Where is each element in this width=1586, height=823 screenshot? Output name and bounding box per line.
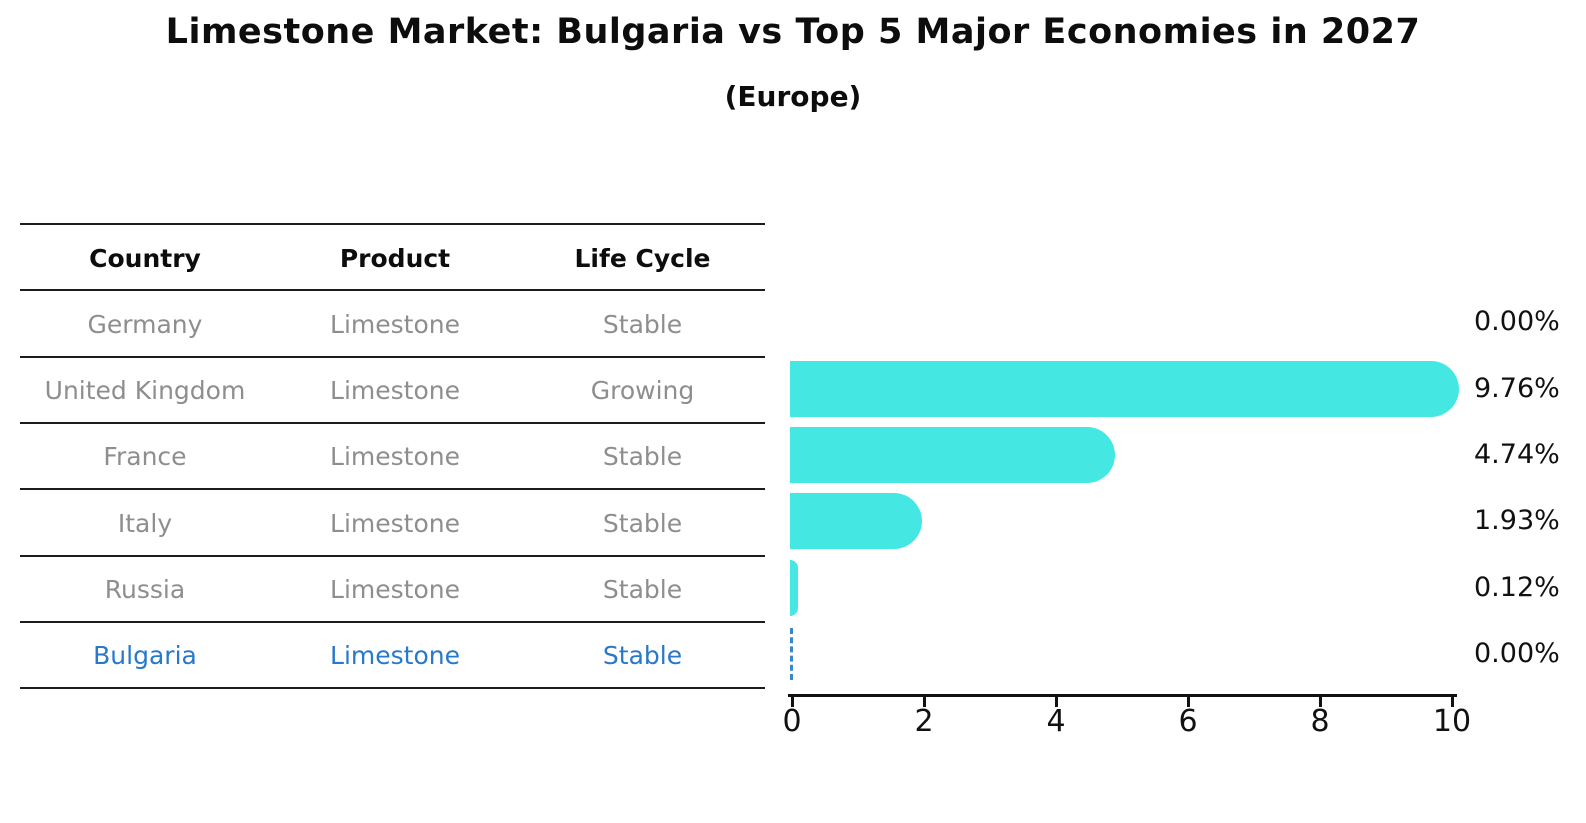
table-cell-life-cycle: Stable bbox=[602, 508, 683, 538]
table-cell-life-cycle: Growing bbox=[590, 376, 695, 406]
table-row: Italy Limestone Stable bbox=[20, 488, 765, 556]
table-header-country: Country bbox=[89, 243, 201, 273]
x-axis-tick-label: 6 bbox=[1178, 704, 1198, 739]
table-cell-product: Limestone bbox=[330, 575, 460, 604]
bar-russia bbox=[790, 559, 799, 616]
table-row: Bulgaria Limestone Stable bbox=[20, 620, 765, 689]
table-cell-product: Limestone bbox=[330, 309, 460, 339]
table-cell-product: Limestone bbox=[330, 376, 460, 406]
table-cell-country: Bulgaria bbox=[93, 641, 197, 671]
table-header-product: Product bbox=[339, 243, 451, 273]
table-row: Russia Limestone Stable bbox=[20, 554, 765, 623]
table-cell-life-cycle: Stable bbox=[602, 309, 683, 339]
x-axis-tick-label: 8 bbox=[1310, 704, 1330, 739]
table-cell-product: Limestone bbox=[330, 508, 460, 538]
x-axis-tick bbox=[790, 697, 794, 707]
x-axis-tick bbox=[1186, 697, 1190, 707]
table-header-life-cycle: Life Cycle bbox=[574, 243, 711, 273]
x-axis-tick bbox=[922, 697, 926, 707]
table-cell-product: Limestone bbox=[330, 442, 460, 472]
table-cell-life-cycle: Stable bbox=[602, 442, 683, 472]
table-cell-country: Italy bbox=[117, 508, 173, 538]
bar-united-kingdom bbox=[790, 360, 1459, 417]
x-axis-tick bbox=[1054, 697, 1058, 707]
highlight-zero-marker bbox=[790, 627, 793, 680]
table-cell-product: Limestone bbox=[330, 641, 460, 671]
table-cell-country: Russia bbox=[104, 575, 186, 604]
bar-value-label: 0.12% bbox=[1474, 571, 1560, 603]
x-axis-tick-label: 0 bbox=[782, 704, 802, 739]
chart-title: Limestone Market: Bulgaria vs Top 5 Majo… bbox=[165, 12, 1421, 52]
table-row: Germany Limestone Stable bbox=[20, 289, 765, 357]
bar-value-label: 0.00% bbox=[1474, 637, 1560, 669]
table-cell-country: Germany bbox=[87, 309, 203, 339]
table-row: United Kingdom Limestone Growing bbox=[20, 355, 765, 424]
chart-subtitle: (Europe) bbox=[724, 80, 862, 113]
table-cell-country: United Kingdom bbox=[44, 376, 246, 406]
x-axis-tick bbox=[1450, 697, 1454, 707]
x-axis-line bbox=[788, 694, 1457, 697]
x-axis-tick bbox=[1318, 697, 1322, 707]
table-bottom-border bbox=[20, 687, 765, 689]
bar-value-label: 1.93% bbox=[1474, 505, 1560, 537]
x-axis-tick-label: 4 bbox=[1046, 704, 1066, 739]
bar-value-label: 0.00% bbox=[1474, 306, 1560, 338]
x-axis-tick-label: 2 bbox=[914, 704, 934, 739]
bar-france bbox=[790, 426, 1115, 483]
table-header-row: Country Product Life Cycle bbox=[20, 223, 765, 291]
bar-value-label: 9.76% bbox=[1474, 372, 1560, 404]
bar-italy bbox=[790, 493, 923, 550]
bar-value-label: 4.74% bbox=[1474, 438, 1560, 470]
table-cell-life-cycle: Stable bbox=[602, 641, 683, 671]
table-cell-life-cycle: Stable bbox=[602, 575, 683, 604]
table-cell-country: France bbox=[103, 442, 187, 472]
x-axis-tick-label: 10 bbox=[1432, 704, 1472, 739]
table-row: France Limestone Stable bbox=[20, 421, 765, 490]
